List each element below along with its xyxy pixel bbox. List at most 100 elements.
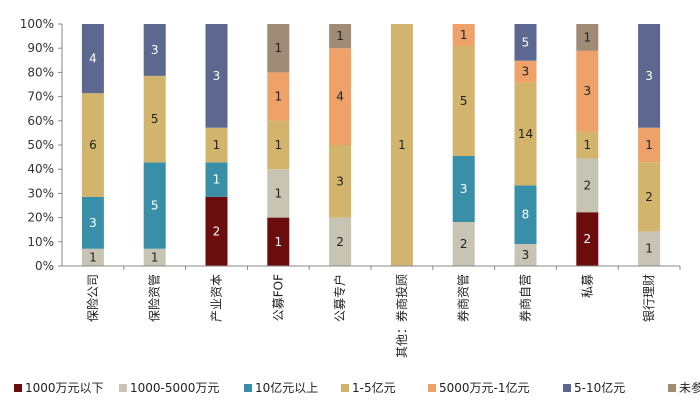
data-label: 2 [213,224,221,238]
legend-swatch [668,384,676,392]
bar-stack: 2 3 4 1 [329,24,352,266]
data-label: 8 [522,208,530,222]
data-label: 1 [274,90,282,104]
x-tick-label: 券商自营 [518,274,533,322]
data-label: 1 [213,138,221,152]
bar-segment [329,48,352,146]
data-label: 3 [151,43,159,57]
data-label: 3 [89,216,97,230]
y-tick-label: 60% [27,114,54,128]
x-tick-label: 保险公司 [85,274,100,322]
data-label: 1 [460,28,468,42]
legend-swatch [119,384,127,392]
bar-segment [143,248,166,266]
bar-segment [267,120,290,170]
data-label: 3 [522,65,530,79]
data-label: 5 [460,94,468,108]
bar-segment [329,145,352,218]
y-tick-label: 80% [27,65,54,79]
bar-segment [205,162,228,197]
bar-segment [576,158,599,213]
legend-swatch [14,384,22,392]
bar-segment [267,217,290,266]
legend-swatch [428,384,436,392]
y-axis: 0% 10% 20% 30% 40% 50% 60% 70% 80% 90% 100% [20,17,63,273]
legend-label: 1000-5000万元 [130,381,219,395]
legend-swatch [244,384,252,392]
bar-segment [205,196,228,266]
plot-area: 1364155321131111123411235138143522131121… [81,24,661,266]
bar-segment [81,24,104,94]
data-label: 1 [151,250,159,264]
bar-segment [143,24,166,76]
bar-segment [638,127,661,163]
x-axis: 保险公司 保险资管 产业资本 公募FOF 公募专户 其他：券商投顾 券商资管 券商自营 私募 银行… [62,265,681,358]
data-label: 3 [522,248,530,262]
legend-swatch [341,384,349,392]
y-tick-label: 0% [35,259,54,273]
y-tick-label: 20% [27,211,54,225]
bar-stack: 3 8 14 3 5 [514,24,537,266]
data-label: 5 [522,35,530,49]
bar-segment [452,156,475,222]
y-tick-label: 50% [27,138,54,152]
data-label: 3 [460,182,468,196]
legend-item: 1000万元以下 [14,381,104,395]
bar-segment [638,24,661,128]
bar-segment [576,24,599,51]
data-label: 5 [151,199,159,213]
legend-item: 1000-5000万元 [119,381,219,395]
data-label: 1 [583,138,591,152]
bar-segment [81,196,104,249]
data-label: 5 [151,112,159,126]
legend: 1000万元以下 1000-5000万元 10亿元以上 1-5亿元 5000万元-1亿元… [14,380,700,395]
bar-stack: 2 3 5 1 [452,24,475,266]
data-label: 1 [336,29,344,43]
x-tick-label: 公募专户 [332,274,347,322]
data-label: 3 [213,69,221,83]
legend-item: 5-10亿元 [563,380,625,395]
bar-segment [267,169,290,218]
bar-stack: 2 2 1 3 1 [576,24,599,266]
data-label: 2 [460,237,468,251]
y-tick-label: 70% [27,90,54,104]
bar-segment [267,72,290,121]
legend-item: 未参与 [668,380,700,395]
x-tick-label: 产业资本 [210,274,224,322]
data-label: 1 [274,138,282,152]
data-label: 1 [89,250,97,264]
data-label: 1 [398,138,406,152]
bar-segment [81,93,104,197]
x-tick-label: 公募FOF [271,274,285,321]
bar-segment [143,162,166,249]
legend-label: 10亿元以上 [255,380,318,395]
data-label: 4 [336,90,344,104]
bar-segment [452,24,475,46]
x-tick-label: 银行理财 [642,274,656,322]
bar-segment [81,248,104,266]
bar-segment [205,24,228,128]
legend-label: 1000万元以下 [25,381,104,395]
y-tick-label: 100% [20,17,54,31]
data-label: 2 [336,235,344,249]
y-tick-label: 10% [27,235,54,249]
data-label: 1 [583,30,591,44]
legend-item: 5000万元-1亿元 [428,380,530,395]
data-label: 2 [583,232,591,246]
bar-segment [267,24,290,73]
legend-swatch [563,384,571,392]
data-label: 2 [645,190,653,204]
data-label: 4 [89,52,97,66]
legend-label: 5000万元-1亿元 [439,380,530,395]
legend-label: 未参与 [679,380,700,395]
data-label: 1 [645,242,653,256]
bar-stack: 1 3 6 4 [81,24,104,266]
bar-segment [638,231,661,266]
bar-stack: 1 2 1 3 [638,24,661,266]
data-label: 3 [336,174,344,188]
bar-segment [390,24,413,266]
data-label: 1 [274,186,282,200]
bar-segment [576,212,599,266]
